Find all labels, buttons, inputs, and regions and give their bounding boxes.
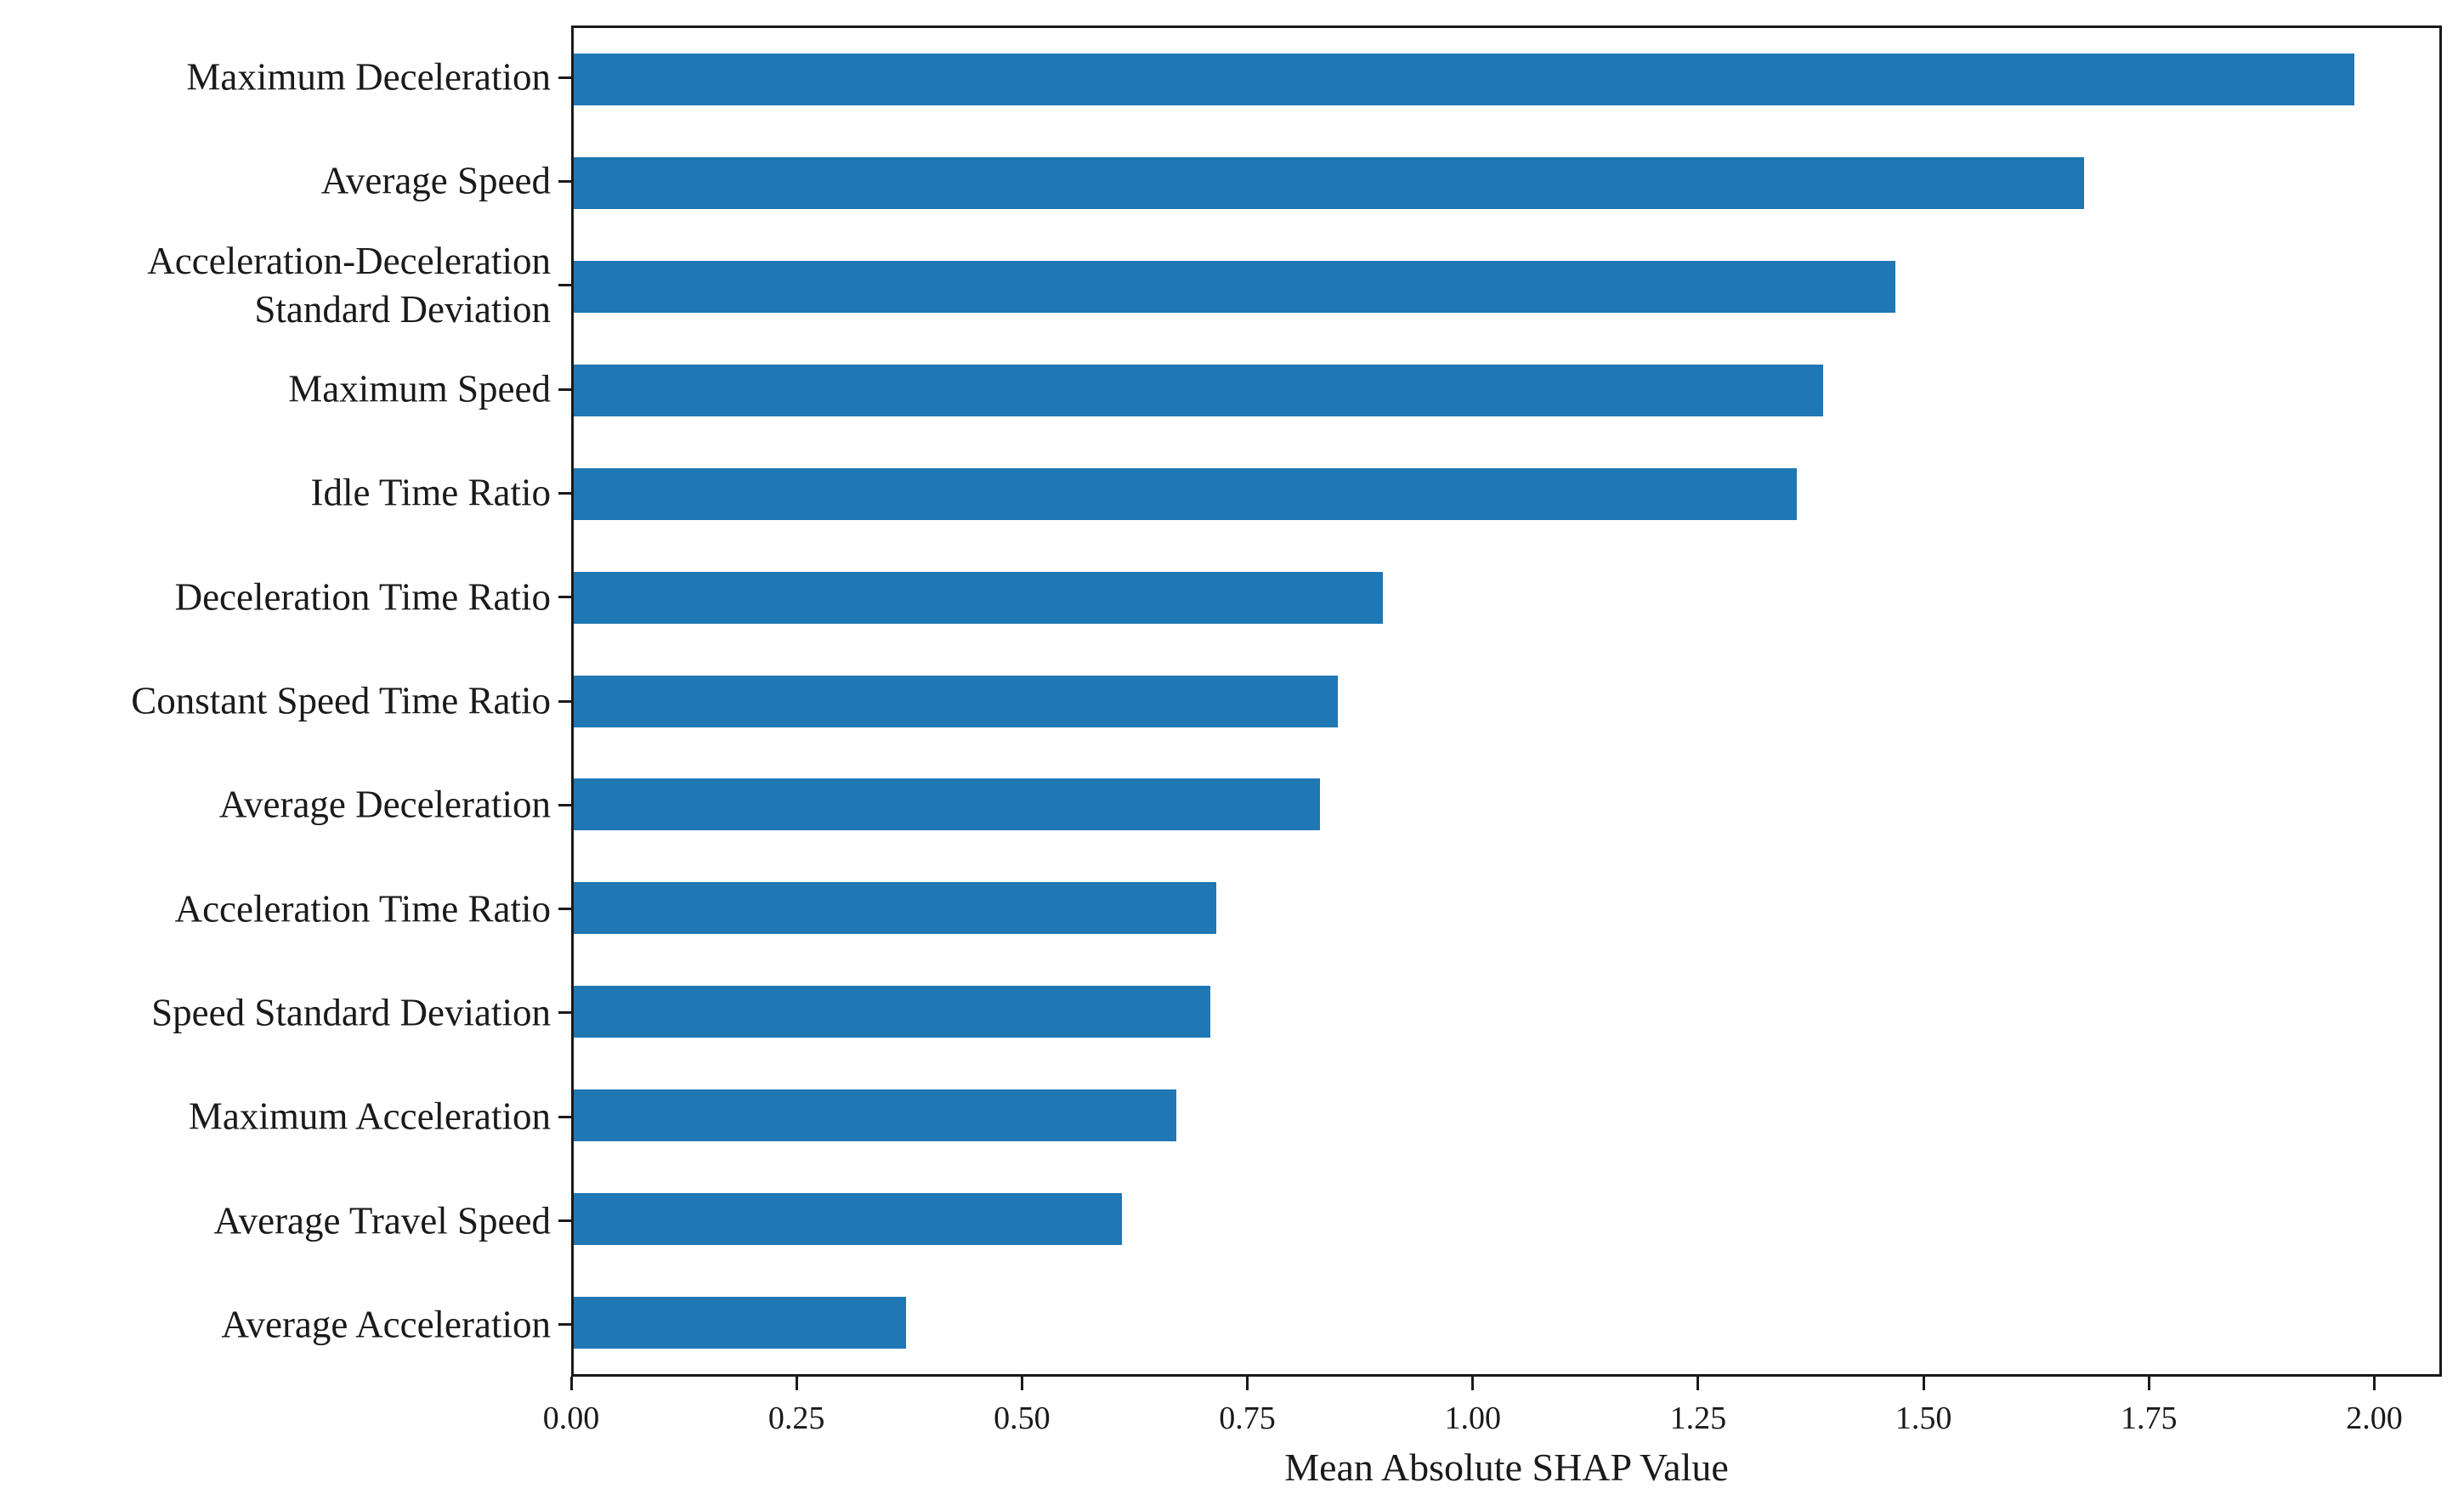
bar	[574, 778, 1320, 831]
y-tick-label: Average Speed	[320, 159, 551, 202]
bar	[574, 571, 1384, 624]
y-tick-mark	[558, 284, 571, 287]
y-tick-label: Acceleration-Deceleration Standard Devia…	[147, 239, 551, 331]
bar	[574, 1296, 907, 1349]
x-tick-mark	[1471, 1377, 1475, 1390]
y-tick-label: Acceleration Time Ratio	[174, 887, 551, 931]
x-tick-label: 1.00	[1444, 1400, 1501, 1436]
bar	[574, 467, 1797, 520]
x-tick-label: 1.25	[1669, 1400, 1727, 1436]
x-tick-label: 0.50	[994, 1400, 1051, 1436]
bar	[574, 675, 1339, 727]
y-tick-label: Maximum Acceleration	[188, 1095, 551, 1138]
x-tick-mark	[795, 1377, 798, 1390]
plot-area	[571, 25, 2442, 1377]
y-tick-mark	[558, 699, 571, 703]
x-tick-label: 0.00	[542, 1400, 600, 1436]
bar	[574, 1192, 1123, 1245]
y-tick-mark	[558, 1011, 571, 1015]
x-tick-mark	[1922, 1377, 1925, 1390]
y-tick-label: Constant Speed Time Ratio	[131, 679, 551, 722]
bar	[574, 364, 1824, 416]
bar	[574, 261, 1895, 314]
y-tick-mark	[558, 803, 571, 806]
x-tick-mark	[1020, 1377, 1023, 1390]
y-tick-label: Average Acceleration	[221, 1303, 551, 1346]
x-tick-label: 1.50	[1895, 1400, 1952, 1436]
y-tick-label: Maximum Speed	[288, 367, 551, 410]
y-tick-label: Deceleration Time Ratio	[174, 575, 551, 619]
x-tick-mark	[2372, 1377, 2376, 1390]
bar	[574, 54, 2354, 106]
y-axis-ticks	[558, 25, 571, 1377]
y-tick-mark	[558, 388, 571, 391]
y-tick-mark	[558, 1219, 571, 1223]
y-tick-mark	[558, 491, 571, 495]
bar	[574, 986, 1210, 1038]
y-tick-mark	[558, 179, 571, 183]
x-axis-tick-labels: 0.00 0.25 0.50 0.75 1.00 1.25 1.50 1.75 2.00	[543, 1400, 2442, 1445]
y-tick-label: Speed Standard Deviation	[151, 991, 551, 1034]
y-tick-mark	[558, 908, 571, 911]
bar	[574, 157, 2085, 210]
y-tick-mark	[558, 1323, 571, 1327]
bar	[574, 882, 1217, 935]
x-tick-mark	[1246, 1377, 1249, 1390]
y-tick-mark	[558, 596, 571, 599]
x-tick-label: 1.75	[2121, 1400, 2178, 1436]
y-tick-label: Average Travel Speed	[213, 1198, 551, 1242]
x-tick-label: 0.25	[768, 1400, 825, 1436]
x-tick-label: 2.00	[2346, 1400, 2403, 1436]
x-tick-mark	[1696, 1377, 1700, 1390]
y-axis-labels: Maximum Deceleration Average Speed Acceler…	[0, 25, 551, 1377]
y-tick-label: Average Deceleration	[218, 783, 551, 826]
x-tick-mark	[569, 1377, 573, 1390]
y-tick-mark	[558, 1115, 571, 1118]
x-tick-label: 0.75	[1219, 1400, 1276, 1436]
y-tick-label: Idle Time Ratio	[310, 471, 551, 514]
y-tick-label: Maximum Deceleration	[186, 55, 551, 99]
bar	[574, 1089, 1176, 1141]
x-axis-ticks	[569, 1377, 2442, 1390]
x-axis-title: Mean Absolute SHAP Value	[1284, 1446, 1729, 1489]
x-tick-mark	[2147, 1377, 2150, 1390]
y-tick-mark	[558, 76, 571, 79]
